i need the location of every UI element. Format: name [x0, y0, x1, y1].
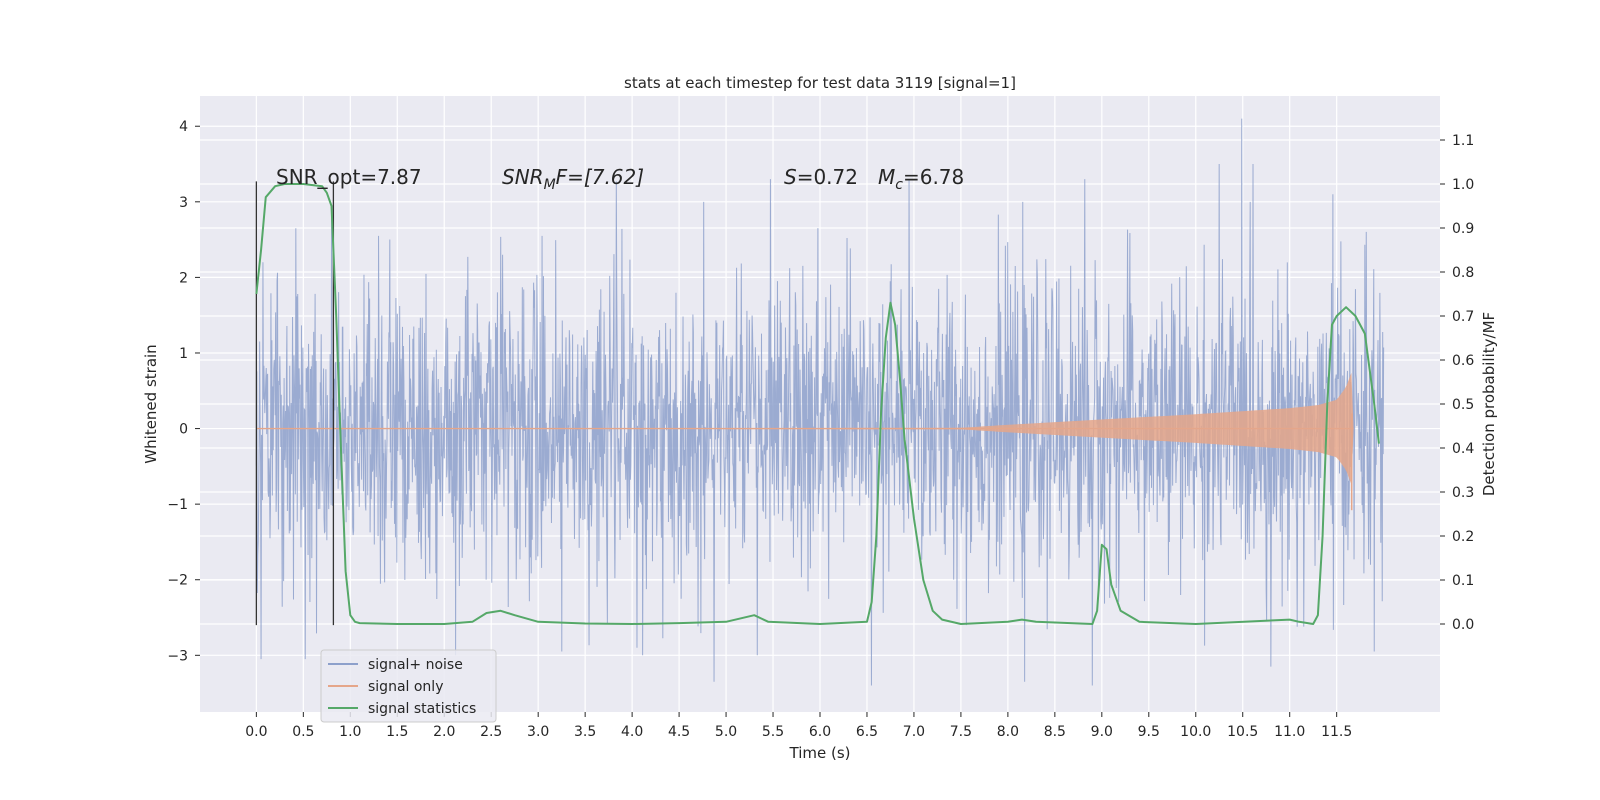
right-y-tick-label-9: 0.9: [1452, 221, 1474, 237]
legend-label-signal-noise: signal+ noise: [368, 657, 463, 673]
y-tick-label-2: −1: [167, 497, 188, 513]
right-y-tick-label-6: 0.6: [1452, 353, 1474, 369]
right-y-axis-label: Detection probability/MF: [1480, 312, 1498, 496]
right-y-tick-label-4: 0.4: [1452, 441, 1474, 457]
signal-noise-series: [255, 118, 1385, 686]
legend-label-signal-only: signal only: [368, 679, 443, 695]
x-tick-label-21: 10.5: [1227, 724, 1258, 740]
right-y-tick-label-5: 0.5: [1452, 397, 1474, 413]
y-tick-label-1: −2: [167, 573, 188, 589]
x-tick-label-11: 5.5: [762, 724, 784, 740]
y-tick-label-5: 2: [179, 270, 188, 286]
legend: signal+ noise signal only signal statist…: [320, 649, 497, 723]
x-tick-label-9: 4.5: [668, 724, 690, 740]
x-tick-label-15: 7.5: [950, 724, 972, 740]
y-tick-label-3: 0: [179, 422, 188, 438]
x-tick-label-22: 11.0: [1274, 724, 1305, 740]
x-tick-label-20: 10.0: [1180, 724, 1211, 740]
x-tick-label-5: 2.5: [480, 724, 502, 740]
signal-statistics-line: [255, 183, 1380, 625]
x-tick-label-17: 8.5: [1044, 724, 1066, 740]
y-tick-label-6: 3: [179, 195, 188, 211]
right-y-tick-label-0: 0.0: [1452, 617, 1474, 633]
x-tick-label-6: 3.0: [527, 724, 549, 740]
right-y-axis-ticks: 0.0 0.1 0.2 0.3 0.4 0.5 0.6 0.7 0.8 0.9 1.0 1.1: [1440, 133, 1474, 633]
annotation-snr-opt: SNR_opt=7.87: [276, 165, 422, 189]
signal-noise-line: [255, 118, 1385, 686]
x-tick-label-3: 1.5: [386, 724, 408, 740]
x-tick-label-19: 9.5: [1138, 724, 1160, 740]
x-axis-label: Time (s): [789, 744, 851, 762]
x-tick-label-14: 7.0: [903, 724, 925, 740]
annotation-s-value: S=0.72: [784, 165, 858, 189]
x-tick-label-8: 4.0: [621, 724, 643, 740]
x-axis-ticks: 0.0 0.5 1.0 1.5 2.0 2.5 3.0 3.5 4.0 4.5 5.0 5.5 6.0 6…: [245, 712, 1352, 740]
y-axis-label: Whitened strain: [142, 344, 160, 463]
x-tick-label-10: 5.0: [715, 724, 737, 740]
x-tick-label-13: 6.5: [856, 724, 878, 740]
chart-title: stats at each timestep for test data 311…: [624, 74, 1016, 92]
y-tick-label-4: 1: [179, 346, 188, 362]
right-y-tick-label-11: 1.1: [1452, 133, 1474, 149]
right-y-tick-label-3: 0.3: [1452, 485, 1474, 501]
right-y-tick-label-8: 0.8: [1452, 265, 1474, 281]
right-y-tick-label-2: 0.2: [1452, 529, 1474, 545]
x-tick-label-0: 0.0: [245, 724, 267, 740]
x-tick-label-12: 6.0: [809, 724, 831, 740]
x-tick-label-7: 3.5: [574, 724, 596, 740]
annotation-snr-mf: SNRMF=[7.62]: [502, 165, 644, 193]
x-tick-label-23: 11.5: [1321, 724, 1352, 740]
legend-box: [320, 649, 497, 723]
right-y-tick-label-10: 1.0: [1452, 177, 1474, 193]
y-tick-label-0: −3: [167, 648, 188, 664]
x-tick-label-18: 9.0: [1091, 724, 1113, 740]
x-tick-label-2: 1.0: [339, 724, 361, 740]
right-y-tick-label-1: 0.1: [1452, 573, 1474, 589]
signal-only-series: [256, 372, 1354, 511]
y-axis-ticks: −3 −2 −1 0 1 2 3 4: [167, 119, 200, 664]
x-tick-label-16: 8.0: [997, 724, 1019, 740]
x-tick-label-1: 0.5: [292, 724, 314, 740]
signal-statistics-series: [255, 183, 1380, 625]
x-tick-label-4: 2.0: [433, 724, 455, 740]
annotation-mc-value: Mc=6.78: [878, 165, 964, 193]
right-y-tick-label-7: 0.7: [1452, 309, 1474, 325]
legend-label-signal-statistics: signal statistics: [368, 701, 476, 717]
y-tick-label-7: 4: [179, 119, 188, 135]
